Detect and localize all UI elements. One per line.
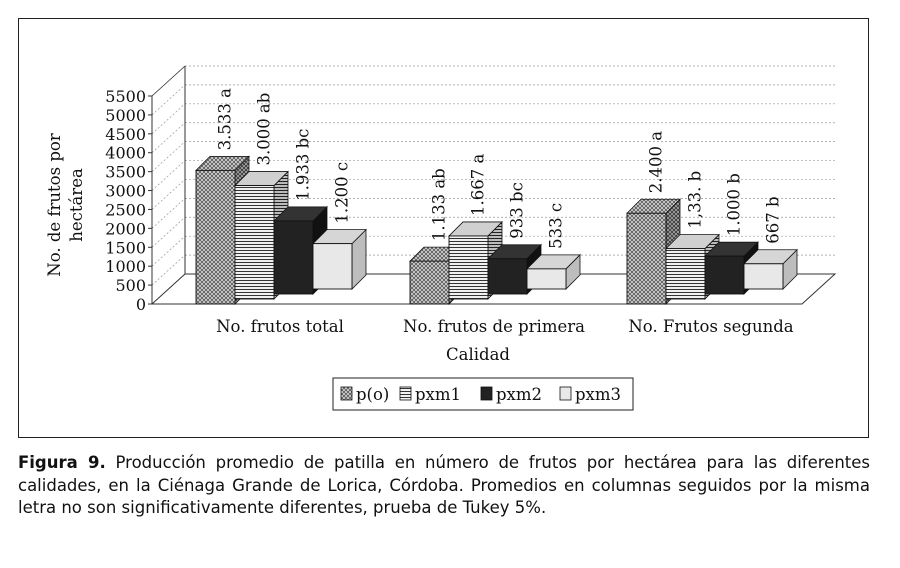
bar-front	[704, 255, 745, 295]
bar-front	[312, 243, 353, 290]
legend-label-p(o): p(o)	[356, 385, 389, 404]
y-axis-title-line-1: hectárea	[67, 168, 86, 242]
data-label-p(o)-2: 2.400 a	[647, 131, 666, 193]
axis-text: 0500100015002000250030003500400045005000…	[45, 87, 794, 364]
legend-swatch-p(o)	[340, 386, 353, 401]
y-tick-label-4000: 4000	[105, 144, 146, 163]
y-tick-label-2500: 2500	[105, 200, 146, 219]
bar-front	[448, 235, 489, 300]
side-gridline-5000	[151, 84, 186, 116]
x-tick-label-2: No. Frutos segunda	[628, 317, 793, 336]
legend: p(o) pxm1 pxm2 pxm3	[332, 377, 634, 411]
bar-front	[234, 185, 275, 300]
data-labels: 3.533 a 3.000 ab 1.933 bc 1.200 c 1.133 ab 1.…	[216, 88, 783, 249]
bars	[195, 155, 798, 305]
y-tick-label-3500: 3500	[105, 163, 146, 182]
x-tick-label-1: No. frutos de primera	[403, 317, 585, 336]
side-gridline-500	[151, 254, 186, 286]
bar-front	[626, 212, 667, 305]
bar-pxm3-2	[743, 248, 798, 290]
bar-pxm3-0	[312, 228, 367, 290]
data-label-pxm1-2: 1,33. b	[686, 171, 705, 229]
bar-front	[273, 220, 314, 295]
data-label-pxm2-2: 1.000 b	[725, 173, 744, 236]
y-axis-title-line-0: No. de frutos por	[45, 133, 64, 277]
side-gridline-3500	[151, 141, 186, 172]
data-label-pxm3-0: 1.200 c	[333, 162, 352, 224]
bar-front	[195, 169, 236, 305]
x-tick-label-0: No. frutos total	[216, 317, 344, 336]
x-axis-title: Calidad	[446, 345, 510, 364]
side-gridline-2500	[151, 179, 186, 210]
bar-front	[526, 268, 567, 290]
data-label-p(o)-1: 1.133 ab	[430, 168, 449, 241]
data-label-pxm1-1: 1.667 a	[469, 153, 488, 215]
y-tick-label-1000: 1000	[105, 257, 146, 276]
data-label-pxm1-0: 3.000 ab	[255, 93, 274, 166]
bar-front	[487, 258, 528, 295]
data-label-pxm3-2: 667 b	[764, 196, 783, 243]
legend-swatch-pxm1	[399, 386, 412, 401]
y-tick-label-5000: 5000	[105, 106, 146, 125]
y-tick-label-500: 500	[115, 276, 146, 295]
legend-label-pxm1: pxm1	[415, 385, 461, 404]
y-tick-label-5500: 5500	[105, 87, 146, 106]
y-tick-label-0: 0	[136, 295, 146, 314]
bar-front	[409, 260, 450, 305]
bar-front	[665, 248, 706, 300]
data-label-pxm2-0: 1.933 bc	[294, 129, 313, 201]
bar-front	[743, 263, 784, 290]
y-tick-label-4500: 4500	[105, 125, 146, 144]
data-label-pxm2-1: 933 bc	[508, 182, 527, 239]
legend-label-pxm2: pxm2	[496, 385, 542, 404]
legend-swatch-pxm3	[559, 386, 572, 401]
legend-label-pxm3: pxm3	[575, 385, 621, 404]
caption-text: Producción promedio de patilla en número…	[18, 453, 871, 517]
y-tick-label-2000: 2000	[105, 219, 146, 238]
side-gridline-3000	[151, 160, 186, 191]
bar-chart: 3.533 a 3.000 ab 1.933 bc 1.200 c 1.133 ab 1.…	[45, 65, 837, 411]
side-gridline-1000	[151, 235, 186, 267]
y-tick-label-3000: 3000	[105, 182, 146, 201]
caption-figure-label: Figura 9.	[18, 453, 106, 472]
side-gridline-4000	[151, 122, 186, 153]
figure-caption: Figura 9. Producción promedio de patilla…	[18, 452, 870, 520]
data-label-pxm3-1: 533 c	[547, 203, 566, 249]
y-tick-label-1500: 1500	[105, 238, 146, 257]
side-gridline-1500	[151, 217, 186, 248]
side-gridline-4500	[151, 103, 186, 135]
figure-frame	[18, 18, 869, 438]
bar-pxm3-1	[526, 253, 581, 290]
legend-swatch-pxm2	[480, 386, 493, 401]
data-label-p(o)-0: 3.533 a	[216, 88, 235, 150]
side-gridline-2000	[151, 198, 186, 229]
side-wall-top-edge	[151, 65, 186, 97]
